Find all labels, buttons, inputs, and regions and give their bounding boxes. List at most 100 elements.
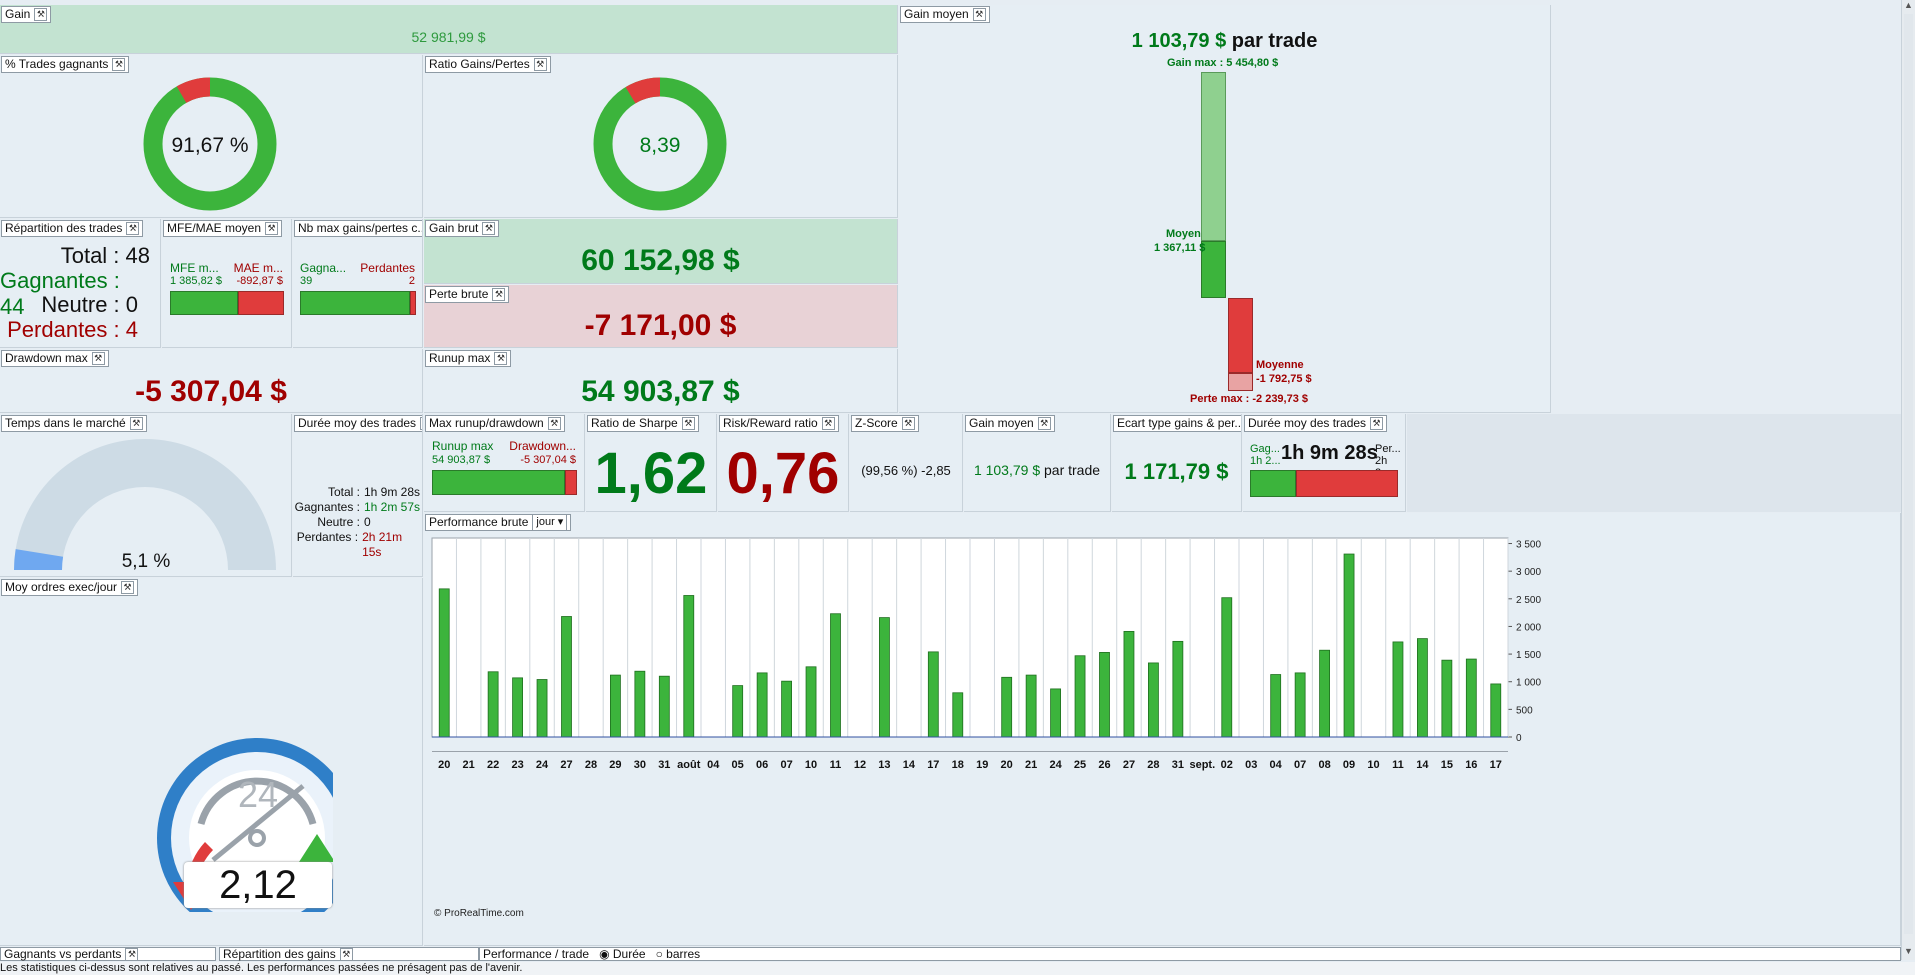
wrench-icon[interactable]: ⚒ bbox=[121, 581, 135, 594]
repartition-title[interactable]: Répartition des trades ⚒ bbox=[1, 220, 144, 237]
scroll-up-icon[interactable]: ▲ bbox=[1904, 0, 1913, 10]
perf-chart: 0 500 1 000 1 500 2 000 2 500 3 000 3 500 20 21 22… bbox=[431, 537, 1541, 771]
repartition-title-label: Répartition des trades bbox=[5, 221, 123, 235]
ratio-title[interactable]: Ratio Gains/Pertes ⚒ bbox=[425, 56, 551, 73]
gain-moyen-small-line: 1 103,79 $ par trade bbox=[964, 462, 1110, 478]
chevron-down-icon: ▾ bbox=[557, 516, 564, 528]
wrench-icon[interactable]: ⚒ bbox=[126, 222, 140, 235]
perte-brute-panel: Perte brute ⚒ -7 171,00 $ bbox=[424, 285, 898, 348]
wrench-icon[interactable]: ⚒ bbox=[265, 222, 279, 235]
mae-bar bbox=[238, 291, 284, 315]
wrench-icon[interactable]: ⚒ bbox=[547, 417, 561, 430]
vertical-scrollbar[interactable]: ▲ ▼ bbox=[1901, 0, 1915, 960]
bar bbox=[561, 616, 572, 738]
runup-title[interactable]: Runup max ⚒ bbox=[425, 350, 512, 367]
pct-trades-loss-arc bbox=[176, 77, 211, 104]
bar bbox=[1343, 553, 1355, 738]
perf-credit: © ProRealTime.com bbox=[434, 908, 524, 919]
wrench-icon[interactable]: ⚒ bbox=[494, 352, 508, 365]
zscore-title[interactable]: Z-Score ⚒ bbox=[851, 415, 919, 432]
scroll-thumb[interactable] bbox=[1904, 14, 1913, 934]
wrench-icon[interactable]: ⚒ bbox=[901, 417, 915, 430]
repartition-neutre: Neutre : 0 bbox=[41, 292, 138, 317]
pct-trades-donut bbox=[143, 77, 277, 211]
duree-gagnantes: 1h 2m 57s bbox=[364, 500, 421, 514]
ecart-title[interactable]: Ecart type gains & per...⚒ bbox=[1113, 415, 1241, 432]
gain-brut-panel: Gain brut ⚒ 60 152,98 $ bbox=[424, 219, 898, 284]
radio-duree[interactable]: ◉ Durée bbox=[599, 946, 646, 961]
period-dropdown[interactable]: jour ▾ bbox=[532, 514, 568, 531]
perf-title[interactable]: Performance brute jour ▾ bbox=[425, 514, 572, 531]
rr-title[interactable]: Risk/Reward ratio ⚒ bbox=[719, 415, 839, 432]
duree2-g-value: 1h 2... bbox=[1250, 455, 1281, 467]
wrench-icon[interactable]: ⚒ bbox=[339, 947, 353, 961]
wrench-icon[interactable]: ⚒ bbox=[821, 417, 835, 430]
wrench-icon[interactable]: ⚒ bbox=[125, 947, 139, 961]
wrench-icon[interactable]: ⚒ bbox=[112, 58, 126, 71]
gain-moyen-title[interactable]: Gain moyen ⚒ bbox=[900, 6, 990, 23]
mfe-label: MFE m... bbox=[170, 261, 219, 275]
tab-gagnants-vs-perdants[interactable]: Gagnants vs perdants ⚒ bbox=[0, 947, 216, 961]
pct-trades-title-label: % Trades gagnants bbox=[5, 57, 109, 71]
nbmax-loss-bar bbox=[410, 291, 416, 315]
duree-panel: Durée moy des trades⚒ Total : 1h 9m 28s G… bbox=[293, 414, 423, 577]
mfe-title[interactable]: MFE/MAE moyen ⚒ bbox=[163, 220, 283, 237]
gain-brut-title[interactable]: Gain brut ⚒ bbox=[425, 220, 500, 237]
maxrun-run-value: 54 903,87 $ bbox=[432, 454, 491, 466]
temps-title[interactable]: Temps dans le marché ⚒ bbox=[1, 415, 147, 432]
gain-moyen-value: 1 103,79 $ bbox=[1131, 30, 1227, 52]
tab-repartition-des-gains[interactable]: Répartition des gains ⚒ bbox=[219, 947, 479, 961]
drawdown-value: -5 307,04 $ bbox=[135, 375, 287, 408]
x-tick-label: 24 bbox=[536, 759, 549, 771]
gain-title[interactable]: Gain ⚒ bbox=[1, 6, 52, 23]
x-tick-label: 12 bbox=[854, 759, 866, 771]
wrench-icon[interactable]: ⚒ bbox=[420, 417, 422, 430]
wrench-icon[interactable]: ⚒ bbox=[129, 417, 143, 430]
ordres-dial-number: 24 bbox=[237, 774, 279, 815]
duree2-p-label: Per... bbox=[1375, 443, 1401, 455]
wrench-icon[interactable]: ⚒ bbox=[681, 417, 695, 430]
mae-value: -892,87 $ bbox=[236, 275, 283, 287]
radio-barres[interactable]: ○ barres bbox=[655, 946, 701, 961]
duree-neutre-label: Neutre : bbox=[317, 515, 360, 529]
drawdown-title[interactable]: Drawdown max ⚒ bbox=[1, 350, 109, 367]
wrench-icon[interactable]: ⚒ bbox=[91, 352, 105, 365]
nbmax-title[interactable]: Nb max gains/pertes c...⚒ bbox=[294, 220, 422, 237]
nbmax-panel: Nb max gains/pertes c...⚒ Gagna... 39 Pe… bbox=[293, 219, 423, 348]
perte-brute-title[interactable]: Perte brute ⚒ bbox=[425, 286, 510, 303]
pct-trades-title[interactable]: % Trades gagnants ⚒ bbox=[1, 56, 130, 73]
perf-title-label: Performance brute bbox=[429, 515, 529, 529]
wrench-icon[interactable]: ⚒ bbox=[972, 8, 986, 21]
mfe-panel: MFE/MAE moyen ⚒ MFE m... 1 385,82 $ MAE m… bbox=[162, 219, 292, 348]
maxrun-dd-label: Drawdown... bbox=[509, 439, 576, 453]
maxrun-title[interactable]: Max runup/drawdown ⚒ bbox=[425, 415, 565, 432]
scroll-down-icon[interactable]: ▼ bbox=[1904, 946, 1913, 956]
duree2-panel: Durée moy des trades ⚒ Gag... 1h 2... 1h … bbox=[1243, 414, 1406, 512]
wrench-icon[interactable]: ⚒ bbox=[492, 288, 506, 301]
bar bbox=[1221, 597, 1233, 738]
wrench-icon[interactable]: ⚒ bbox=[482, 222, 496, 235]
sharpe-title[interactable]: Ratio de Sharpe ⚒ bbox=[587, 415, 699, 432]
duree-perdantes-label: Perdantes : bbox=[296, 530, 359, 544]
zscore-panel: Z-Score ⚒ (99,56 %) -2,85 bbox=[850, 414, 963, 512]
wrench-icon[interactable]: ⚒ bbox=[533, 58, 547, 71]
x-tick-label: 17 bbox=[927, 759, 939, 771]
duree2-title[interactable]: Durée moy des trades ⚒ bbox=[1244, 415, 1388, 432]
gain-moyen-small-title[interactable]: Gain moyen ⚒ bbox=[965, 415, 1055, 432]
bar bbox=[1490, 683, 1502, 738]
temps-gauge-track bbox=[14, 439, 276, 570]
x-tick-label: 04 bbox=[707, 759, 720, 771]
duree-title[interactable]: Durée moy des trades⚒ bbox=[294, 415, 422, 432]
x-tick-label: 27 bbox=[1123, 759, 1135, 771]
wrench-icon[interactable]: ⚒ bbox=[34, 8, 48, 21]
sharpe-value: 1,62 bbox=[594, 441, 708, 506]
wrench-icon[interactable]: ⚒ bbox=[1037, 417, 1051, 430]
gain-brut-value: 60 152,98 $ bbox=[581, 244, 740, 277]
x-tick-label: 10 bbox=[805, 759, 817, 771]
ordres-title[interactable]: Moy ordres exec/jour ⚒ bbox=[1, 579, 139, 596]
empty-area bbox=[1407, 414, 1901, 512]
zscore-title-label: Z-Score bbox=[855, 416, 898, 430]
wrench-icon[interactable]: ⚒ bbox=[1370, 417, 1384, 430]
bar bbox=[1441, 659, 1453, 738]
tab-performance-trade[interactable]: Performance / trade ◉ Durée ○ barres bbox=[479, 947, 1901, 961]
